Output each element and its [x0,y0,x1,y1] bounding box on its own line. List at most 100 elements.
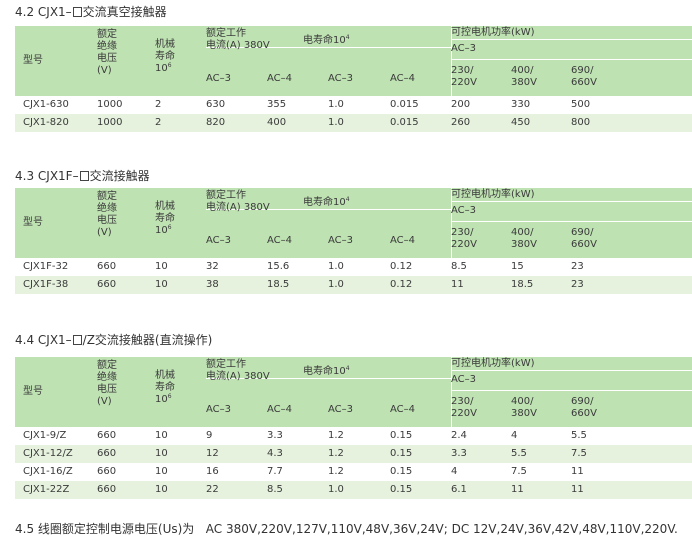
cell-model: CJX1F-32 [23,261,69,272]
table-row: CJX1-22Z 660 10 22 8.5 1.0 0.15 6.1 11 11 [15,481,692,499]
cell-elec-ac4: 0.015 [390,117,419,128]
header-divider-h [451,221,692,222]
header-mech-exponent: 6 [167,62,172,69]
header-voltage-line: 绝缘 [97,41,117,52]
header-model-cell: 型号 [23,386,43,398]
cell-voltage: 660 [97,448,117,459]
header-v230-line: 230/ [451,396,474,407]
coil-voltage-label: 4.5 线圈额定控制电源电压(Us)为 [15,522,195,536]
header-elec-life-cell: 电寿命104 [303,197,350,209]
header-divider-h [451,390,692,391]
header-v230-line: 220V [451,77,477,88]
cell-power-400v: 5.5 [511,448,527,459]
header-v690-line: 660V [571,239,597,250]
header-v400-cell: 400/380V [511,227,537,251]
header-model: 型号 [23,386,43,397]
header-mech-exponent: 6 [167,393,172,400]
cell-power-230v: 200 [451,99,471,110]
cell-power-230v: 260 [451,117,471,128]
header-v690-line: 690/ [571,65,594,76]
header-power: 可控电机功率(kW) [451,27,535,38]
placeholder-box-icon [79,171,89,181]
header-mech-exponent: 6 [167,224,172,231]
cell-power-230v: 4 [451,466,458,477]
spec-table: 型号 额定 绝缘 电压 (V) 机械 寿命 106 额定工作 电流(A) 380V 电寿命104 可控… [15,357,692,499]
header-v400-line: 380V [511,239,537,250]
cell-elec-ac4: 0.15 [390,466,413,477]
header-mech-line: 机械 [155,201,175,212]
header-voltage-line: 电压 [97,215,117,226]
header-ac3-cell: AC–3 [206,404,231,416]
cell-current-ac3: 9 [206,430,213,441]
header-power-ac3: AC–3 [451,43,477,54]
header-mech-line: 10 [155,63,168,74]
cell-power-230v: 6.1 [451,484,467,495]
header-elec-life-cell: 电寿命104 [303,35,350,47]
header-ac4: AC–4 [390,404,416,415]
table-header: 型号 额定 绝缘 电压 (V) 机械 寿命 106 额定工作 电流(A) 380V 电寿命104 可控… [15,26,692,96]
cell-voltage: 660 [97,466,117,477]
header-ac4-cell: AC–4 [390,404,415,416]
header-elec-exponent: 4 [345,365,350,372]
header-mech-line: 寿命 [155,213,175,224]
header-power-ac3-cell: AC–3 [451,205,476,217]
header-mech-line: 寿命 [155,51,175,62]
cell-power-230v: 11 [451,279,464,290]
header-voltage-line: 额定 [97,191,117,202]
cell-model: CJX1-22Z [23,484,70,495]
section-title: 4.3 CJX1F– 交流接触器 [15,167,150,184]
header-voltage-line: 电压 [97,384,117,395]
cell-current-ac3: 630 [206,99,226,110]
header-current-cell: 额定工作 电流(A) 380V [206,28,270,52]
header-power-ac3-cell: AC–3 [451,43,476,55]
cell-current-ac4: 7.7 [267,466,283,477]
header-divider-h [206,47,451,48]
table-row: CJX1-820 1000 2 820 400 1.0 0.015 260 450 800 [15,114,692,132]
cell-elec-ac3: 1.0 [328,117,344,128]
header-ac3: AC–3 [328,235,354,246]
header-ac4: AC–4 [267,73,293,84]
header-v690-cell: 690/660V [571,227,597,251]
cell-elec-ac3: 1.2 [328,466,344,477]
coil-voltage-note: 4.5 线圈额定控制电源电压(Us)为 AC 380V,220V,127V,11… [15,520,678,537]
cell-current-ac4: 4.3 [267,448,283,459]
header-v400-cell: 400/380V [511,65,537,89]
header-v230-cell: 230/220V [451,396,477,420]
cell-mech-life: 10 [155,466,168,477]
header-divider-v [451,188,452,258]
header-ac4: AC–4 [390,73,416,84]
cell-power-400v: 450 [511,117,531,128]
header-ac4-cell: AC–4 [390,235,415,247]
cell-power-690v: 500 [571,99,591,110]
cell-current-ac4: 15.6 [267,261,290,272]
header-v690-line: 660V [571,408,597,419]
header-current-cell: 额定工作 电流(A) 380V [206,190,270,214]
header-v400-line: 380V [511,77,537,88]
cell-voltage: 1000 [97,99,123,110]
placeholder-box-icon [72,7,82,17]
cell-current-ac3: 12 [206,448,219,459]
header-ac3-cell: AC–3 [328,235,353,247]
header-v230-line: 220V [451,239,477,250]
cell-mech-life: 10 [155,261,168,272]
header-ac4-cell: AC–4 [267,404,292,416]
cell-mech-life: 10 [155,430,168,441]
header-mech-line: 寿命 [155,382,175,393]
header-ac3-cell: AC–3 [206,73,231,85]
header-v690-line: 690/ [571,396,594,407]
header-divider-h [206,209,451,210]
cell-power-230v: 3.3 [451,448,467,459]
cell-power-400v: 15 [511,261,524,272]
header-current-line: 电流(A) 380V [206,202,270,213]
header-v690-cell: 690/660V [571,65,597,89]
cell-elec-ac4: 0.12 [390,261,413,272]
header-v230-cell: 230/220V [451,65,477,89]
cell-power-400v: 18.5 [511,279,534,290]
cell-elec-ac4: 0.015 [390,99,419,110]
header-voltage-line: 额定 [97,360,117,371]
cell-voltage: 660 [97,279,117,290]
cell-current-ac3: 32 [206,261,219,272]
cell-voltage: 660 [97,261,117,272]
cell-elec-ac3: 1.2 [328,448,344,459]
header-v230-line: 230/ [451,227,474,238]
